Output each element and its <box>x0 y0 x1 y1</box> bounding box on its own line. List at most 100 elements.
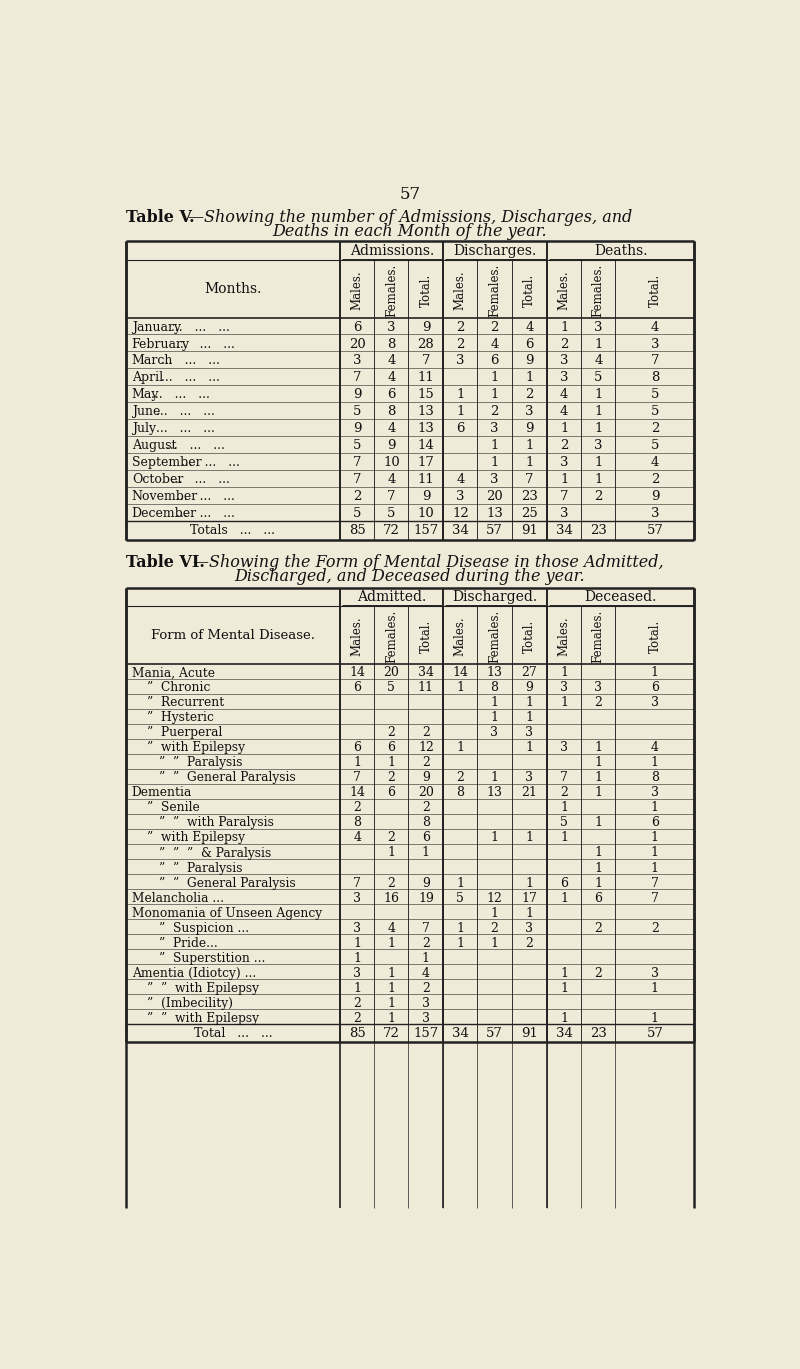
Text: 9: 9 <box>387 439 396 452</box>
Text: 2: 2 <box>353 490 362 502</box>
Text: 9: 9 <box>650 490 659 502</box>
Text: 1: 1 <box>456 742 464 754</box>
Text: 4: 4 <box>387 921 395 935</box>
Text: 2: 2 <box>354 997 362 1010</box>
Text: 4: 4 <box>560 389 569 401</box>
Text: ”  Chronic: ” Chronic <box>147 682 210 694</box>
Text: 20: 20 <box>349 338 366 350</box>
Text: 157: 157 <box>414 524 438 537</box>
Text: 7: 7 <box>354 771 362 784</box>
Text: 2: 2 <box>560 338 569 350</box>
Text: 7: 7 <box>422 355 430 367</box>
Text: 1: 1 <box>526 831 534 845</box>
Text: 1: 1 <box>387 757 395 769</box>
Text: 1: 1 <box>594 786 602 799</box>
Text: 1: 1 <box>594 389 602 401</box>
Text: 9: 9 <box>422 490 430 502</box>
Text: 4: 4 <box>490 338 498 350</box>
Text: 1: 1 <box>456 921 464 935</box>
Text: 13: 13 <box>418 405 434 419</box>
Text: 5: 5 <box>560 816 568 830</box>
Text: 57: 57 <box>486 524 503 537</box>
Text: Females.: Females. <box>592 611 605 664</box>
Text: 1: 1 <box>651 1012 659 1024</box>
Text: 2: 2 <box>594 697 602 709</box>
Text: 1: 1 <box>594 861 602 875</box>
Text: ”  ”  ”  & Paralysis: ” ” ” & Paralysis <box>159 846 271 860</box>
Text: 1: 1 <box>594 422 602 435</box>
Text: 4: 4 <box>525 320 534 334</box>
Text: 6: 6 <box>422 831 430 845</box>
Text: 4: 4 <box>387 422 395 435</box>
Text: Deceased.: Deceased. <box>585 590 657 604</box>
Text: 12: 12 <box>418 742 434 754</box>
Text: 8: 8 <box>387 405 395 419</box>
Text: Totals   ...   ...: Totals ... ... <box>190 524 275 537</box>
Text: 1: 1 <box>651 861 659 875</box>
Text: 2: 2 <box>594 921 602 935</box>
Text: 6: 6 <box>387 786 395 799</box>
Text: Dementia: Dementia <box>132 786 192 799</box>
Text: 1: 1 <box>560 1012 568 1024</box>
Text: 8: 8 <box>387 338 395 350</box>
Text: 2: 2 <box>650 422 659 435</box>
Text: 17: 17 <box>522 891 538 905</box>
Text: July: July <box>132 422 156 435</box>
Text: 2: 2 <box>490 320 498 334</box>
Text: 2: 2 <box>422 727 430 739</box>
Text: 4: 4 <box>456 474 465 486</box>
Text: 28: 28 <box>418 338 434 350</box>
Text: 27: 27 <box>522 667 538 679</box>
Text: ...   ...   ...: ... ... ... <box>166 439 225 452</box>
Text: 3: 3 <box>560 355 569 367</box>
Text: 3: 3 <box>526 921 534 935</box>
Text: 1: 1 <box>594 742 602 754</box>
Text: 2: 2 <box>650 474 659 486</box>
Text: ...   ...   ...: ... ... ... <box>150 389 210 401</box>
Text: 1: 1 <box>525 371 534 385</box>
Text: 9: 9 <box>353 389 362 401</box>
Text: ”  Superstition ...: ” Superstition ... <box>159 951 266 965</box>
Text: Total.: Total. <box>523 620 536 653</box>
Text: 2: 2 <box>456 338 465 350</box>
Text: 20: 20 <box>486 490 503 502</box>
Text: 2: 2 <box>560 786 568 799</box>
Text: 10: 10 <box>418 507 434 520</box>
Text: 6: 6 <box>354 742 362 754</box>
Text: 11: 11 <box>418 682 434 694</box>
Text: 34: 34 <box>452 1028 469 1040</box>
Text: 3: 3 <box>651 967 659 980</box>
Text: 1: 1 <box>387 846 395 860</box>
Text: March: March <box>132 355 173 367</box>
Text: Males.: Males. <box>350 617 364 657</box>
Text: Total.: Total. <box>523 274 536 307</box>
Text: 7: 7 <box>354 876 362 890</box>
Text: 1: 1 <box>560 422 569 435</box>
Text: 9: 9 <box>353 422 362 435</box>
Text: 2: 2 <box>422 982 430 995</box>
Text: ”  ”  General Paralysis: ” ” General Paralysis <box>159 876 296 890</box>
Text: 20: 20 <box>383 667 399 679</box>
Text: 1: 1 <box>354 936 362 950</box>
Text: ...   ...   ...: ... ... ... <box>176 338 235 350</box>
Text: December: December <box>132 507 197 520</box>
Text: 6: 6 <box>353 320 362 334</box>
Text: 3: 3 <box>354 967 362 980</box>
Text: 1: 1 <box>354 951 362 965</box>
Text: 7: 7 <box>422 921 430 935</box>
Text: Males.: Males. <box>558 617 570 657</box>
Text: 13: 13 <box>418 422 434 435</box>
Text: 1: 1 <box>594 876 602 890</box>
Text: ”  ”  General Paralysis: ” ” General Paralysis <box>159 771 296 784</box>
Text: Discharged, and Deceased during the year.: Discharged, and Deceased during the year… <box>234 568 586 585</box>
Text: 3: 3 <box>456 355 465 367</box>
Text: 1: 1 <box>651 846 659 860</box>
Text: Deaths.: Deaths. <box>594 244 647 257</box>
Text: 6: 6 <box>354 682 362 694</box>
Text: 1: 1 <box>560 831 568 845</box>
Text: 3: 3 <box>650 507 659 520</box>
Text: 6: 6 <box>387 389 396 401</box>
Text: 14: 14 <box>452 667 468 679</box>
Text: 4: 4 <box>560 405 569 419</box>
Text: 4: 4 <box>650 456 659 470</box>
